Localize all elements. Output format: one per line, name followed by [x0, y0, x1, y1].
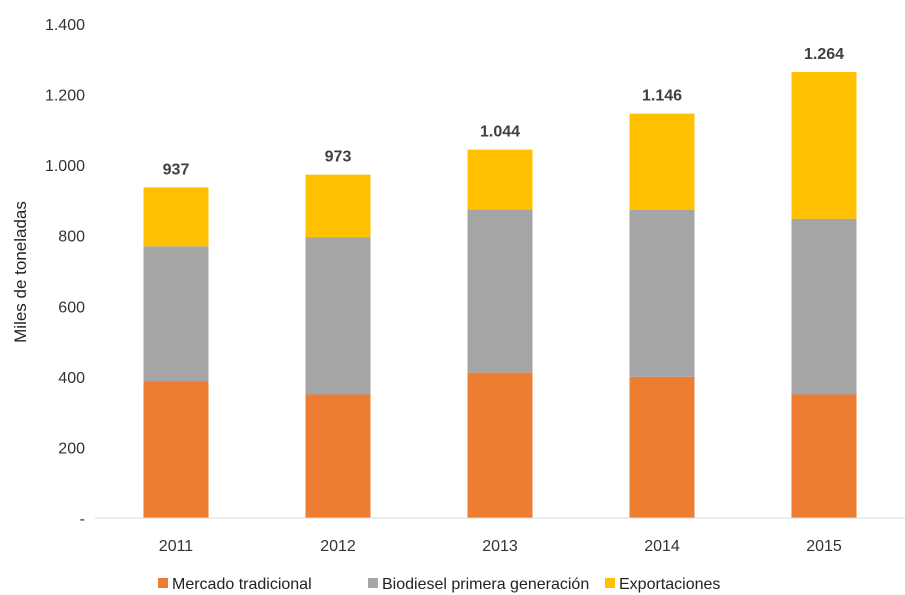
legend-label: Mercado tradicional: [172, 576, 312, 593]
y-axis-title: Miles de toneladas: [11, 201, 30, 343]
total-label: 1.044: [480, 124, 520, 141]
bar-segment: [143, 381, 209, 518]
bar-segment: [629, 113, 695, 210]
bar-segment: [143, 246, 209, 382]
bar-segment: [467, 209, 533, 373]
y-tick-label: 200: [58, 440, 85, 457]
bars: [143, 71, 857, 518]
bar-segment: [791, 394, 857, 518]
total-labels: 937 973 1.044 1.146 1.264: [163, 46, 844, 178]
y-tick-label: 1.400: [45, 17, 85, 34]
x-tick-label: 2014: [644, 538, 680, 555]
y-tick-label: 1.200: [45, 88, 85, 105]
bar-segment: [305, 394, 371, 518]
legend: Mercado tradicional Biodiesel primera gen…: [158, 576, 720, 593]
bar-segment: [791, 218, 857, 395]
legend-label: Exportaciones: [619, 576, 720, 593]
y-tick-label: 1.000: [45, 158, 85, 175]
y-tick-label: 400: [58, 370, 85, 387]
bar-segment: [467, 372, 533, 518]
total-label: 1.264: [804, 46, 844, 63]
x-tick-label: 2013: [482, 538, 518, 555]
bar-segment: [629, 209, 695, 377]
legend-swatch: [605, 578, 615, 588]
total-label: 937: [163, 161, 190, 178]
y-tick-label: -: [80, 511, 85, 528]
x-tick-label: 2012: [320, 538, 356, 555]
bar-segment: [305, 174, 371, 238]
bar-segment: [629, 376, 695, 518]
bar-segment: [791, 71, 857, 219]
y-tick-label: 800: [58, 229, 85, 246]
x-tick-label: 2011: [159, 538, 194, 555]
x-axis: 2011 2012 2013 2014 2015: [95, 517, 905, 555]
x-tick-label: 2015: [806, 538, 842, 555]
y-tick-label: 600: [58, 299, 85, 316]
bar-segment: [467, 149, 533, 210]
y-axis: - 200 400 600 800 1.000 1.200 1.400: [45, 17, 85, 528]
bar-segment: [305, 237, 371, 395]
legend-swatch: [158, 578, 168, 588]
legend-swatch: [368, 578, 378, 588]
total-label: 1.146: [642, 88, 682, 105]
legend-label: Biodiesel primera generación: [382, 576, 589, 593]
bar-segment: [143, 187, 209, 247]
total-label: 973: [325, 149, 352, 166]
